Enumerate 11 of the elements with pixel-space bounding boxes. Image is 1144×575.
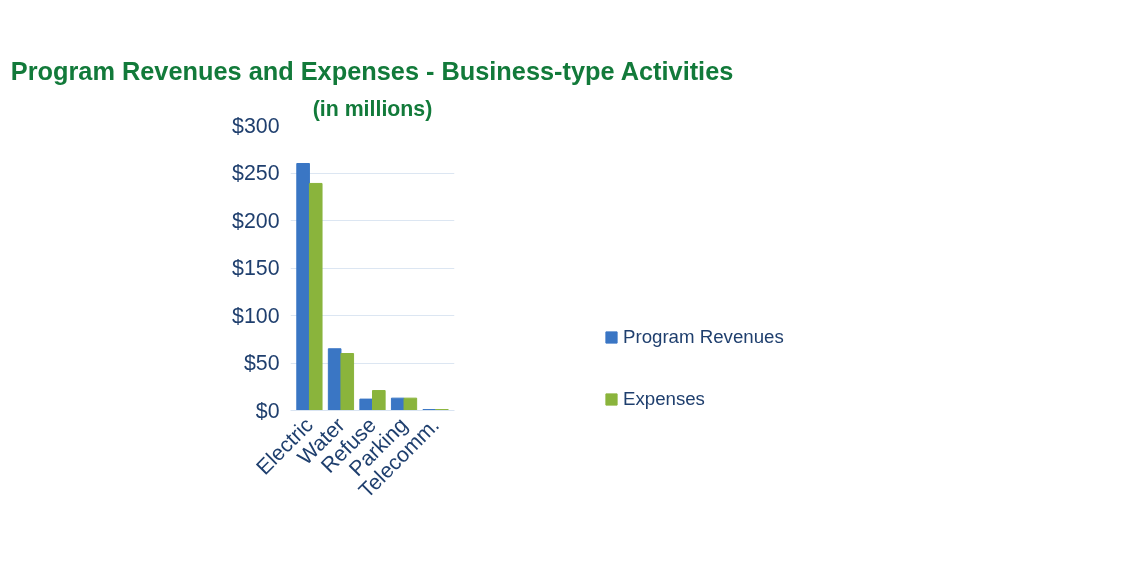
y-tick-label: $100 xyxy=(232,303,280,328)
chart-subtitle: (in millions) xyxy=(312,96,433,121)
chart-title: Program Revenues and Expenses - Business-type Activities xyxy=(10,56,734,85)
legend-label: Expenses xyxy=(623,388,705,410)
legend-label: Program Revenues xyxy=(623,326,784,348)
y-tick-label: $250 xyxy=(232,161,280,185)
y-tick-label: $150 xyxy=(232,256,280,280)
y-tick-label: $50 xyxy=(243,351,280,375)
y-tick-label: $300 xyxy=(232,113,280,138)
y-tick-label: $0 xyxy=(255,398,280,423)
y-tick-label: $200 xyxy=(232,208,280,233)
